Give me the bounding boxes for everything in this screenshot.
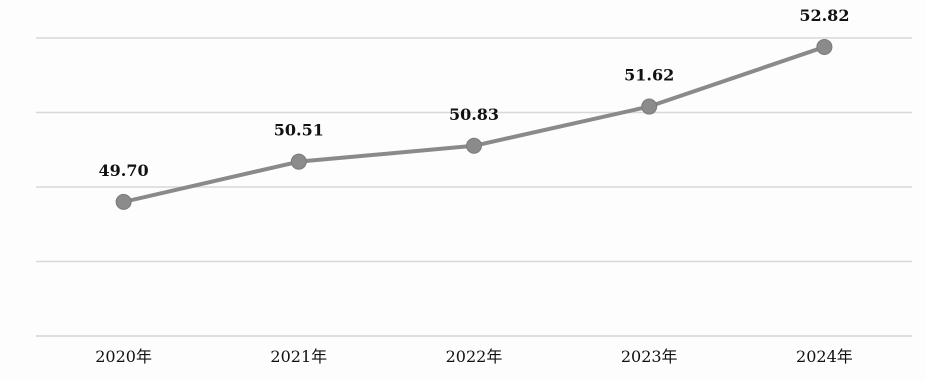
data-label: 52.82: [799, 6, 849, 25]
data-point: [641, 98, 658, 115]
series-line: [121, 44, 827, 204]
data-label: 51.62: [624, 66, 674, 85]
data-point: [466, 137, 482, 154]
grid-layer: [36, 37, 912, 337]
series-layer: [115, 38, 833, 210]
x-tick-label: 2022年: [446, 347, 503, 366]
data-point: [816, 38, 833, 55]
x-tick-label: 2020年: [95, 347, 152, 366]
tick-layer: 2020年 2021年 2022年 2023年 2024年: [95, 347, 853, 366]
data-label: 50.51: [274, 121, 324, 140]
x-tick-label: 2024年: [796, 347, 853, 366]
data-label: 49.70: [99, 161, 149, 180]
x-tick-label: 2023年: [621, 347, 678, 366]
data-point: [290, 153, 307, 170]
data-point: [115, 193, 132, 210]
label-layer: 49.70 50.51 50.83 51.62 52.82: [99, 6, 850, 180]
x-tick-label: 2021年: [270, 347, 327, 366]
data-label: 50.83: [449, 105, 499, 124]
